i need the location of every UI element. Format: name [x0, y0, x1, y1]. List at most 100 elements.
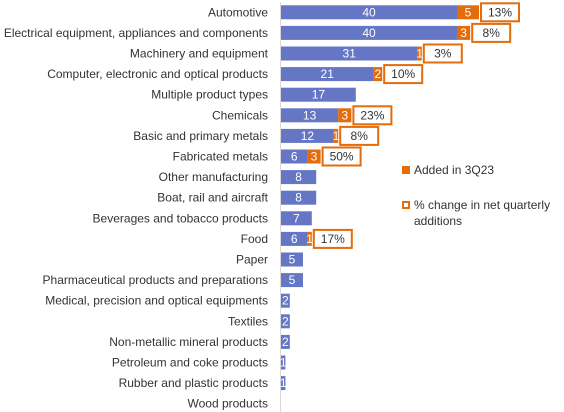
bar-base-pharmaceutical-products-and-preparations: [281, 273, 303, 288]
bar-base-paper: [281, 252, 303, 267]
legend-item-pct-change: % change in net quarterly additions: [402, 197, 562, 229]
bar-base-rubber-and-plastic-products: [281, 376, 286, 391]
bar-base-basic-and-primary-metals: [281, 128, 334, 143]
category-label-boat-rail-and-aircraft: Boat, rail and aircraft: [157, 191, 268, 205]
pct-change-label-food: 17%: [321, 232, 345, 246]
pct-change-label-basic-and-primary-metals: 8%: [351, 129, 369, 143]
category-label-pharmaceutical-products-and-preparations: Pharmaceutical products and preparations: [43, 273, 268, 287]
data-label-base-medical-precision-and-optical-equipments: 2: [282, 294, 289, 308]
legend-swatch-added: [402, 166, 410, 174]
bar-added-computer-electronic-and-optical-products: [373, 67, 383, 82]
category-labels: Automotive Electrical equipment, applianc…: [4, 5, 269, 410]
legend-label-pct-change: % change in net quarterly additions: [414, 198, 551, 228]
category-label-other-manufacturing: Other manufacturing: [159, 170, 268, 184]
category-label-computer-electronic-and-optical-products: Computer, electronic and optical product…: [47, 67, 268, 81]
bar-base-chemicals: [281, 108, 339, 123]
category-label-chemicals: Chemicals: [212, 108, 268, 122]
data-label-base-paper: 5: [289, 253, 296, 267]
category-label-machinery-and-equipment: Machinery and equipment: [130, 47, 269, 61]
data-label-base-fabricated-metals: 6: [291, 150, 298, 164]
bar-added-machinery-and-equipment: [417, 46, 422, 61]
category-label-multiple-product-types: Multiple product types: [151, 88, 268, 102]
bar-base-textiles: [281, 314, 290, 329]
pct-change-box-basic-and-primary-metals: [339, 125, 380, 146]
pct-change-boxes: 13% 8% 3% 10% 23% 8% 50% 17%: [312, 2, 520, 249]
category-label-wood-products: Wood products: [188, 397, 269, 411]
pct-change-box-fabricated-metals: [321, 146, 362, 167]
data-label-base-food: 6: [291, 232, 298, 246]
data-label-base-electrical-equipment-appliances-and-components: 40: [362, 26, 376, 40]
bar-base-food: [281, 231, 308, 246]
bar-base-petroleum-and-coke-products: [281, 355, 286, 370]
legend-item-added: Added in 3Q23: [402, 162, 552, 178]
category-label-electrical-equipment-appliances-and-components: Electrical equipment, appliances and com…: [4, 26, 268, 40]
bar-base-automotive: [281, 5, 457, 20]
data-label-base-boat-rail-and-aircraft: 8: [295, 191, 302, 205]
bar-base-multiple-product-types: [281, 87, 356, 102]
data-label-base-pharmaceutical-products-and-preparations: 5: [289, 273, 296, 287]
category-label-basic-and-primary-metals: Basic and primary metals: [133, 129, 268, 143]
pct-change-label-chemicals: 23%: [360, 108, 384, 122]
category-label-automotive: Automotive: [208, 5, 268, 19]
bar-added-electrical-equipment-appliances-and-components: [457, 25, 471, 40]
data-label-base-other-manufacturing: 8: [295, 170, 302, 184]
data-label-added-fabricated-metals: 3: [311, 150, 318, 164]
data-label-base-basic-and-primary-metals: 12: [301, 129, 315, 143]
bar-added-automotive: [457, 5, 479, 20]
data-label-base-non-metallic-mineral-products: 2: [282, 335, 289, 349]
category-label-food: Food: [241, 232, 268, 246]
bar-base-boat-rail-and-aircraft: [281, 190, 317, 205]
bar-base-electrical-equipment-appliances-and-components: [281, 25, 457, 40]
pct-change-label-automotive: 13%: [488, 5, 512, 19]
category-label-petroleum-and-coke-products: Petroleum and coke products: [112, 356, 268, 370]
bar-base-non-metallic-mineral-products: [281, 334, 290, 349]
data-label-added-machinery-and-equipment: 1: [416, 47, 423, 61]
data-label-base-automotive: 40: [362, 5, 376, 19]
bar-base-machinery-and-equipment: [281, 46, 418, 61]
category-label-medical-precision-and-optical-equipments: Medical, precision and optical equipment…: [45, 294, 268, 308]
data-label-added-electrical-equipment-appliances-and-components: 3: [460, 26, 467, 40]
bar-added-food: [307, 231, 312, 246]
category-label-paper: Paper: [236, 253, 268, 267]
pct-change-box-computer-electronic-and-optical-products: [383, 64, 424, 85]
pct-change-label-electrical-equipment-appliances-and-components: 8%: [483, 26, 501, 40]
pct-change-label-fabricated-metals: 50%: [330, 150, 354, 164]
bar-added-fabricated-metals: [307, 149, 321, 164]
legend-label-added: Added in 3Q23: [414, 163, 495, 177]
data-label-base-chemicals: 13: [303, 108, 317, 122]
pct-change-label-machinery-and-equipment: 3%: [434, 47, 452, 61]
data-label-base-computer-electronic-and-optical-products: 21: [321, 67, 335, 81]
data-label-added-automotive: 5: [465, 5, 472, 19]
data-label-added-computer-electronic-and-optical-products: 2: [374, 67, 381, 81]
bar-base-beverages-and-tobacco-products: [281, 211, 312, 226]
data-label-added-food: 1: [306, 232, 313, 246]
pct-change-box-chemicals: [352, 105, 393, 126]
pct-change-box-electrical-equipment-appliances-and-components: [471, 22, 512, 43]
data-label-base-machinery-and-equipment: 31: [343, 47, 357, 61]
category-label-textiles: Textiles: [228, 314, 268, 328]
pct-change-box-machinery-and-equipment: [422, 43, 463, 64]
pct-change-box-automotive: [480, 2, 520, 23]
category-label-fabricated-metals: Fabricated metals: [173, 150, 268, 164]
bar-added-basic-and-primary-metals: [333, 128, 339, 143]
bar-base-fabricated-metals: [281, 149, 308, 164]
legend-swatch-pct-change: [402, 201, 410, 209]
data-label-added-basic-and-primary-metals: 1: [333, 129, 340, 143]
category-label-rubber-and-plastic-products: Rubber and plastic products: [119, 376, 268, 390]
bar-added-chemicals: [338, 108, 352, 123]
pct-change-label-computer-electronic-and-optical-products: 10%: [391, 67, 415, 81]
pct-change-box-food: [312, 228, 353, 249]
bar-base-other-manufacturing: [281, 170, 317, 185]
data-label-base-beverages-and-tobacco-products: 7: [293, 211, 300, 225]
bar-base-computer-electronic-and-optical-products: [281, 67, 374, 82]
category-label-non-metallic-mineral-products: Non-metallic mineral products: [109, 335, 268, 349]
data-label-base-multiple-product-types: 17: [312, 88, 326, 102]
data-label-base-petroleum-and-coke-products: 1: [280, 356, 287, 370]
data-label-added-chemicals: 3: [341, 108, 348, 122]
category-label-beverages-and-tobacco-products: Beverages and tobacco products: [93, 211, 268, 225]
bar-base-medical-precision-and-optical-equipments: [281, 293, 290, 308]
data-label-base-rubber-and-plastic-products: 1: [280, 376, 287, 390]
data-label-base-textiles: 2: [282, 314, 289, 328]
